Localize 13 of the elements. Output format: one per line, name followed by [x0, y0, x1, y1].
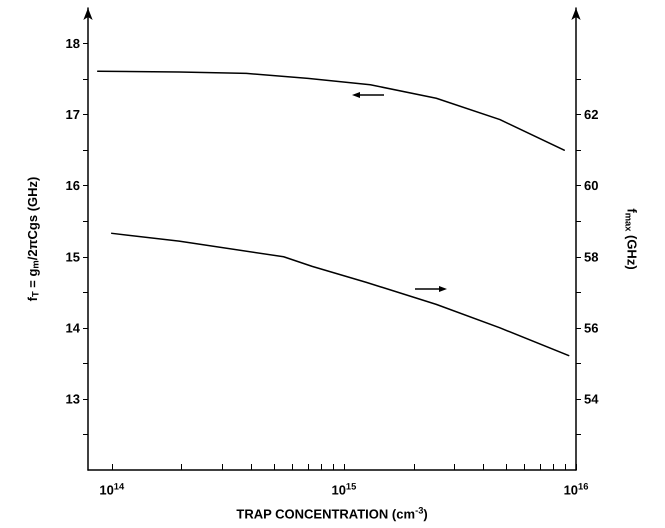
y-tick-label: 16 — [66, 178, 80, 194]
y2-tick-label: 56 — [584, 320, 598, 336]
y-tick-label: 14 — [66, 320, 81, 336]
y2-tick-label: 58 — [584, 249, 598, 264]
y2-tick-label: 62 — [584, 107, 598, 122]
y2-tick-label: 60 — [584, 178, 598, 194]
y2-tick-label: 54 — [584, 391, 600, 406]
y-tick-label: 17 — [66, 107, 80, 122]
y2-axis-title: fmax (GHz) — [624, 208, 640, 270]
y-axis-title: fT = gm/2πCgs (GHz) — [24, 176, 40, 302]
y-tick-label: 18 — [66, 36, 80, 52]
y-tick-label: 13 — [66, 391, 80, 406]
y-tick-label: 15 — [66, 249, 80, 264]
